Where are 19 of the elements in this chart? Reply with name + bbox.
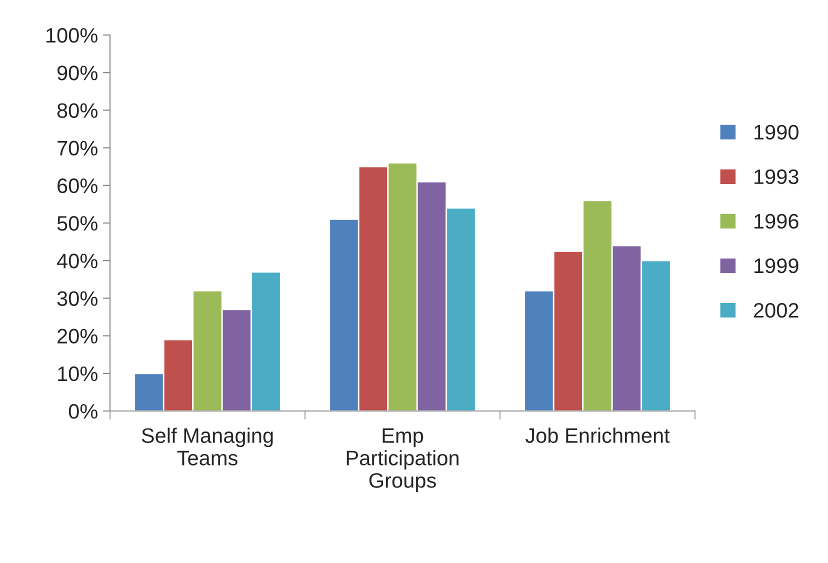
legend-label: 1993 bbox=[754, 169, 798, 184]
x-tick-label: Job Enrichment bbox=[525, 428, 670, 443]
legend-label: 2002 bbox=[754, 302, 798, 318]
y-tick-label: 40% bbox=[56, 254, 98, 268]
y-tick-label: 20% bbox=[58, 328, 98, 344]
x-tick-label: Self Managing Teams bbox=[142, 428, 273, 466]
y-tick-label: 60% bbox=[58, 178, 98, 194]
y-tick-label: 0% bbox=[68, 404, 98, 419]
y-tick-label: 80% bbox=[57, 103, 98, 118]
y-tick-label: 70% bbox=[58, 140, 98, 156]
legend-label: 1996 bbox=[754, 214, 798, 229]
y-tick-label: 90% bbox=[57, 66, 98, 80]
legend-label: 1990 bbox=[754, 124, 798, 140]
y-tick-label: 100% bbox=[46, 28, 98, 43]
y-tick-label: 10% bbox=[58, 366, 98, 382]
x-tick-label: Emp Participation Groups bbox=[346, 428, 458, 492]
y-tick-label: 50% bbox=[57, 216, 98, 231]
legend-label: 1999 bbox=[754, 258, 798, 274]
y-tick-label: 30% bbox=[57, 291, 98, 306]
